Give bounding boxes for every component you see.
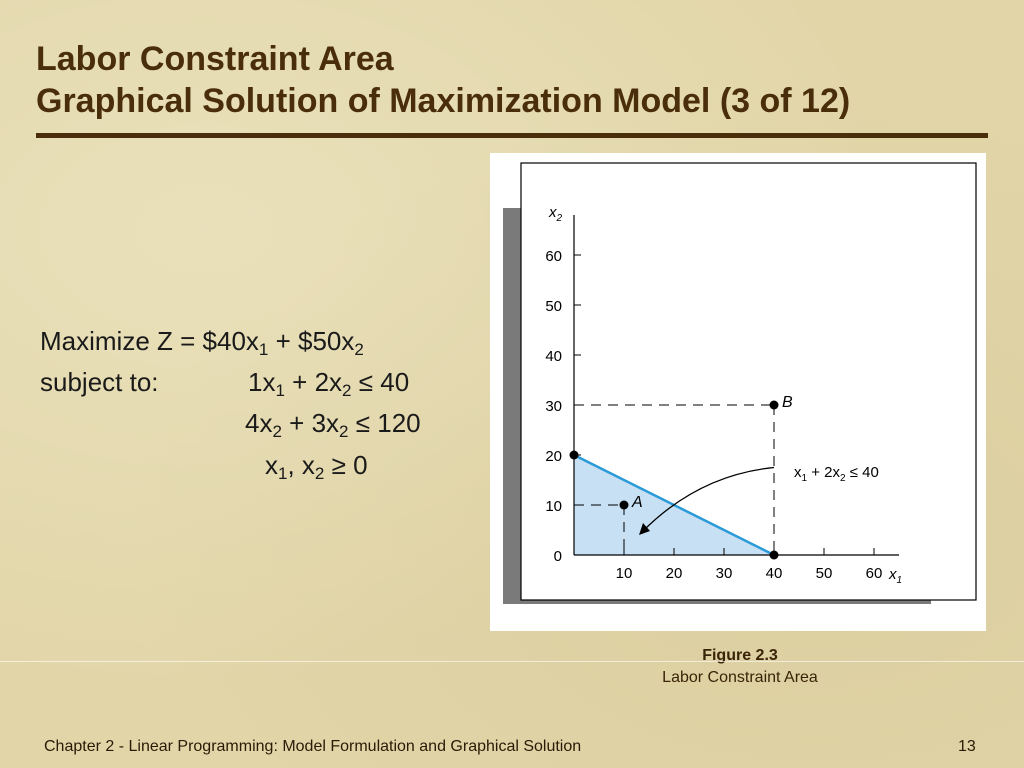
nn-term-b: , x (287, 450, 315, 480)
point-A (619, 500, 629, 510)
x-tick-label: 40 (766, 565, 783, 582)
objective-sub-1: 1 (258, 340, 269, 359)
c2-sub-2: 2 (339, 422, 349, 441)
c1-relation: ≤ (358, 367, 374, 397)
footer-chapter-title: Chapter 2 - Linear Programming: Model Fo… (44, 738, 582, 755)
c2-sub-1: 2 (272, 422, 282, 441)
y-tick-label: 20 (545, 448, 562, 465)
constraint-annotation: x1 + 2x2 ≤ 40 (794, 464, 879, 484)
x-tick-label: 60 (866, 565, 883, 582)
title-line-1: Labor Constraint Area (36, 40, 394, 78)
figure-caption-text: Labor Constraint Area (662, 669, 818, 686)
c2-term-a: 4x (245, 408, 273, 438)
y-tick-label: 0 (554, 548, 562, 565)
c2-rhs: 120 (370, 408, 421, 438)
c1-sub-1: 1 (275, 381, 285, 400)
figure-caption: Figure 2.3 Labor Constraint Area (600, 645, 880, 689)
constraint-labor: 1x1 + 2x2 ≤ 40 (248, 367, 409, 401)
y-tick-label: 10 (545, 498, 562, 515)
nn-term-a: x (265, 450, 278, 480)
nonnegativity-constraint: x1, x2 ≥ 0 (265, 450, 368, 484)
objective-sub-2: 2 (354, 340, 364, 359)
objective-prefix: Maximize Z = $40x (40, 326, 259, 356)
title-line-2: Graphical Solution of Maximization Model… (36, 82, 851, 120)
annotation-arrowhead (639, 523, 650, 535)
x-tick-label: 50 (816, 565, 833, 582)
y-tick-label: 40 (545, 348, 562, 365)
nn-sub-2: 2 (314, 464, 325, 483)
objective-function: Maximize Z = $40x1 + $50x2 (40, 326, 364, 360)
subject-to-label: subject to: (40, 367, 159, 397)
slide-title: Labor Constraint Area Graphical Solution… (36, 38, 850, 122)
c2-relation: ≤ (355, 408, 371, 438)
c1-term-a: 1x (248, 367, 276, 397)
point-label-B: B (782, 394, 793, 411)
x-tick-label: 10 (616, 565, 633, 582)
y-tick-label: 30 (545, 398, 562, 415)
page-number: 13 (958, 738, 976, 755)
constraint-endpoint (769, 550, 779, 560)
nn-relation: ≥ (331, 450, 346, 480)
y-tick-label: 50 (545, 298, 562, 315)
c1-sub-2: 2 (342, 381, 352, 400)
point-label-A: A (631, 494, 643, 511)
point-B (769, 400, 779, 410)
footer-divider (0, 661, 1024, 662)
constraint-endpoint (569, 450, 579, 460)
nn-rhs: 0 (345, 450, 368, 480)
objective-mid: + $50x (268, 326, 355, 356)
y-tick-label: 60 (545, 248, 562, 265)
c1-rhs: 40 (373, 367, 410, 397)
nn-sub-1: 1 (278, 464, 288, 483)
c1-term-b: + 2x (284, 367, 343, 397)
c2-term-b: + 3x (281, 408, 340, 438)
x-tick-label: 30 (716, 565, 733, 582)
constraint-clay: 4x2 + 3x2 ≤ 120 (245, 408, 421, 442)
figure-number: Figure 2.3 (702, 647, 778, 664)
annotation-arrow (642, 466, 775, 532)
x-tick-label: 20 (666, 565, 683, 582)
title-underline (36, 133, 988, 138)
